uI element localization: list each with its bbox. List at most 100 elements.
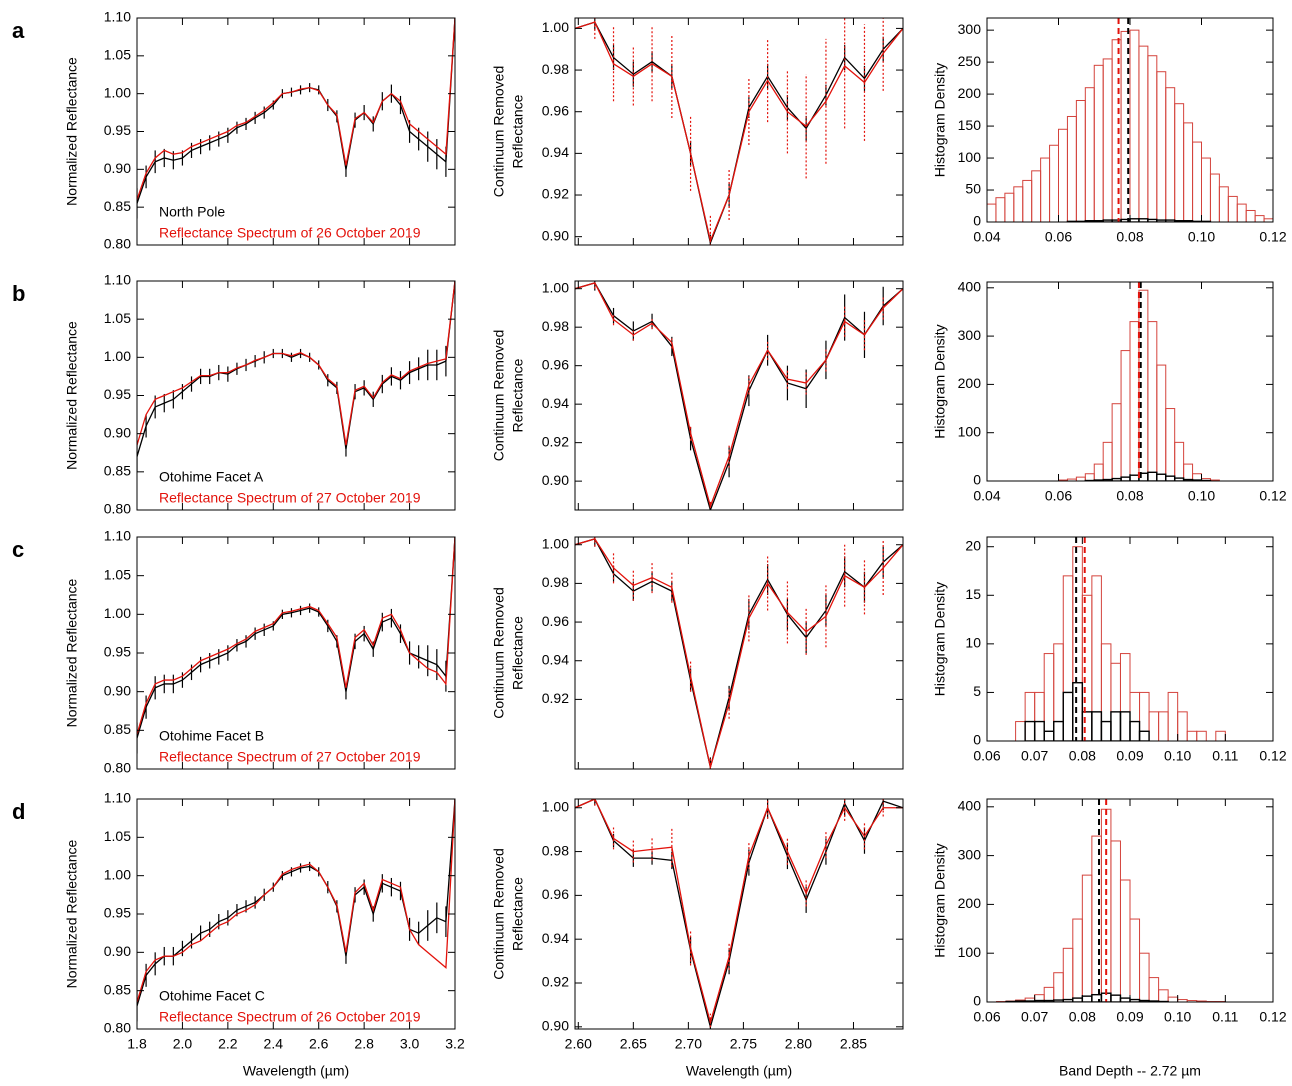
legend-label: Reflectance Spectrum of 27 October 2019 xyxy=(159,749,421,765)
histogram-bar xyxy=(1148,711,1160,741)
histogram-bar xyxy=(1139,691,1150,741)
y-tick-label: 1.10 xyxy=(104,272,131,288)
histogram-bar xyxy=(1100,720,1112,741)
histogram-bar xyxy=(1024,720,1036,741)
histogram-bar xyxy=(1147,321,1158,481)
spectrum-line xyxy=(575,538,903,768)
histogram-bar xyxy=(1110,662,1121,741)
x-tick-label: 0.04 xyxy=(973,229,1000,245)
y-tick-label: 0.98 xyxy=(542,61,569,77)
y-tick-label: 100 xyxy=(958,423,982,439)
y-tick-label: 0.98 xyxy=(542,574,569,590)
y-tick-label: 1.10 xyxy=(104,528,131,544)
histogram-bar xyxy=(1111,39,1122,222)
y-tick-label: 1.00 xyxy=(104,84,131,100)
y-tick-label: 0.96 xyxy=(542,613,569,629)
panel: 0.90 0.92 0.94 0.96 0.98 1.00 2.60 2.65 2.70 2.75… xyxy=(491,798,904,1079)
histogram-bar xyxy=(1129,720,1141,741)
y-tick-label: 1.05 xyxy=(104,566,131,582)
y-tick-label: 0.90 xyxy=(104,160,131,176)
y-axis-label: Histogram Density xyxy=(932,324,948,438)
histogram-bar xyxy=(995,197,1006,222)
y-axis-label: Continuum Removed xyxy=(491,587,507,719)
histogram-bar xyxy=(1167,691,1179,741)
x-tick-label: 2.65 xyxy=(620,1036,647,1052)
plot-area xyxy=(996,799,1226,1002)
histogram-bar xyxy=(1129,474,1140,481)
plot-frame xyxy=(574,798,904,1030)
legend-label: Reflectance Spectrum of 26 October 2019 xyxy=(159,225,421,241)
x-tick-label: 0.08 xyxy=(1069,748,1096,764)
x-tick-label: 2.6 xyxy=(309,1036,329,1052)
x-tick-label: 0.06 xyxy=(973,1009,1000,1025)
x-tick-label: 2.75 xyxy=(730,1036,757,1052)
plot-frame xyxy=(986,17,1274,223)
spectrum-line xyxy=(137,799,455,1007)
y-tick-label: 1.00 xyxy=(104,866,131,882)
x-tick-label: 0.12 xyxy=(1259,1009,1286,1025)
y-tick-label: 1.00 xyxy=(542,535,569,551)
y-tick-label: 0.90 xyxy=(542,1018,569,1034)
y-tick-label: 0.95 xyxy=(104,644,131,660)
spectrum-line xyxy=(575,799,903,1029)
histogram-bar xyxy=(1119,997,1131,1002)
panel: 0 5 10 15 20 0.06 0.07 0.08 0.09 0.10 0.11 0.12 Hist… xyxy=(932,536,1287,764)
histogram-bar xyxy=(1119,653,1131,741)
y-tick-label: 0.96 xyxy=(542,102,569,118)
y-tick-label: 1.00 xyxy=(104,348,131,364)
x-tick-label: 0.06 xyxy=(1045,488,1072,504)
y-axis-label: Reflectance xyxy=(510,94,526,168)
histogram-bar xyxy=(1167,996,1179,1002)
panel: 0.80 0.85 0.90 0.95 1.00 1.05 1.10 Normalized R… xyxy=(64,9,456,252)
panel: 0.80 0.85 0.90 0.95 1.00 1.05 1.10 Normalized R… xyxy=(64,272,456,517)
y-tick-label: 0.80 xyxy=(104,1020,131,1036)
histogram-bar xyxy=(1129,321,1140,481)
x-tick-label: 0.08 xyxy=(1116,488,1143,504)
spectrum-line xyxy=(137,537,455,739)
y-axis-label: Reflectance xyxy=(510,358,526,432)
spectrum-line xyxy=(575,538,903,768)
histogram-bar xyxy=(1013,186,1024,222)
histogram-bar xyxy=(1084,87,1095,222)
histogram-bar xyxy=(1062,575,1074,741)
histogram-bar xyxy=(1102,441,1113,481)
panel-label: a xyxy=(12,18,25,43)
panel: 0.90 0.92 0.94 0.96 0.98 1.00 Continuum Remove… xyxy=(491,279,904,511)
histogram-bar xyxy=(1043,653,1055,741)
y-axis-label: Continuum Removed xyxy=(491,330,507,462)
y-tick-label: 0.92 xyxy=(542,690,569,706)
x-tick-label: 2.80 xyxy=(785,1036,812,1052)
y-axis-label: Reflectance xyxy=(510,616,526,690)
plot-area xyxy=(1058,282,1220,481)
x-tick-label: 0.09 xyxy=(1116,748,1143,764)
histogram-bar xyxy=(1120,350,1131,481)
plot-area xyxy=(137,537,455,754)
histogram-bar xyxy=(1119,711,1131,741)
histogram-bar xyxy=(1138,730,1150,741)
plot-frame xyxy=(574,536,904,770)
histogram-bar xyxy=(1110,840,1121,1002)
histogram-bar xyxy=(1156,71,1167,222)
plot-frame xyxy=(136,536,456,770)
histogram-bar xyxy=(1024,691,1036,741)
x-tick-label: 0.10 xyxy=(1188,229,1215,245)
plot-frame xyxy=(986,536,1274,742)
y-tick-label: 200 xyxy=(958,895,982,911)
histogram-bar xyxy=(1186,730,1198,741)
y-tick-label: 0.85 xyxy=(104,721,131,737)
x-tick-label: 0.10 xyxy=(1188,488,1215,504)
y-tick-label: 0.90 xyxy=(542,227,569,243)
plot-frame xyxy=(986,798,1274,1003)
histogram-bar xyxy=(1139,952,1150,1002)
panel-label: b xyxy=(12,281,25,306)
plot-area xyxy=(575,18,903,245)
plot-frame xyxy=(574,17,904,246)
plot-area xyxy=(137,281,455,472)
y-tick-label: 200 xyxy=(958,375,982,391)
y-tick-label: 1.10 xyxy=(104,790,131,806)
histogram-bar xyxy=(1174,103,1185,222)
spectrum-line xyxy=(137,18,455,200)
histogram-bar xyxy=(1093,64,1104,222)
histogram-bar xyxy=(1004,192,1015,222)
